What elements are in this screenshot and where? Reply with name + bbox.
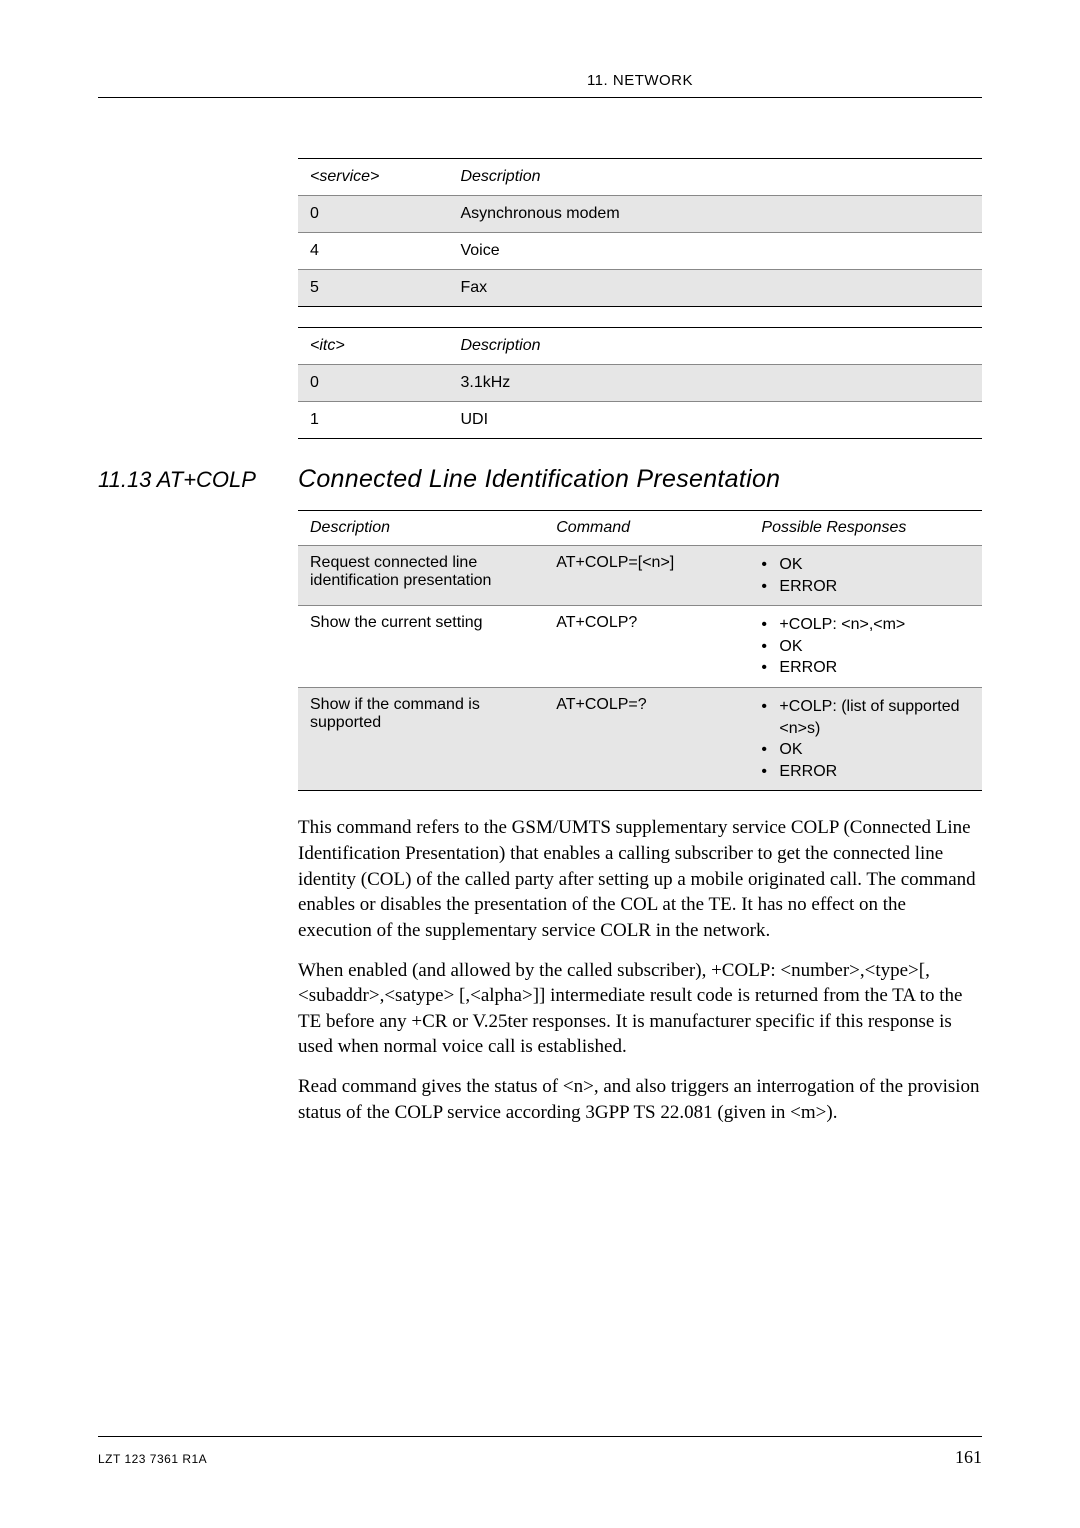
chapter-header: 11. NETWORK [98, 72, 982, 89]
cmd-resp-cell: +COLP: (list of supported <n>s) OK ERROR [749, 687, 982, 790]
itc-header-col1: <itc> [298, 328, 448, 365]
service-cell: Voice [448, 233, 982, 270]
section-number: 11.13 AT+COLP [98, 467, 298, 493]
service-header-col1: <service> [298, 159, 448, 196]
footer-row: LZT 123 7361 R1A 161 [98, 1447, 982, 1468]
response-item: OK [761, 636, 970, 658]
cmd-resp-cell: OK ERROR [749, 546, 982, 606]
doc-id: LZT 123 7361 R1A [98, 1452, 207, 1466]
table-row: 4 Voice [298, 233, 982, 270]
table-row: 1 UDI [298, 402, 982, 439]
response-list: +COLP: (list of supported <n>s) OK ERROR [761, 696, 970, 782]
response-item: +COLP: <n>,<m> [761, 614, 970, 636]
page-container: 11. NETWORK <service> Description 0 Asyn… [0, 0, 1080, 1199]
cmd-header-resp: Possible Responses [749, 511, 982, 546]
response-item: ERROR [761, 576, 970, 598]
table-header-row: <itc> Description [298, 328, 982, 365]
table-row: Show the current setting AT+COLP? +COLP:… [298, 606, 982, 688]
itc-cell: 1 [298, 402, 448, 439]
content-column: <service> Description 0 Asynchronous mod… [298, 158, 982, 439]
cmd-desc-cell: Request connected line identification pr… [298, 546, 544, 606]
footer-rule [98, 1436, 982, 1437]
response-item: ERROR [761, 761, 970, 783]
service-cell: 5 [298, 270, 448, 307]
service-cell: 0 [298, 196, 448, 233]
itc-cell: UDI [448, 402, 982, 439]
cmd-cmd-cell: AT+COLP=[<n>] [544, 546, 749, 606]
response-item: OK [761, 554, 970, 576]
table-row: Show if the command is supported AT+COLP… [298, 687, 982, 790]
service-cell: Fax [448, 270, 982, 307]
response-list: OK ERROR [761, 554, 970, 597]
cmd-header-cmd: Command [544, 511, 749, 546]
paragraph-3: Read command gives the status of <n>, an… [298, 1074, 982, 1125]
itc-table: <itc> Description 0 3.1kHz 1 UDI [298, 327, 982, 439]
section-heading: 11.13 AT+COLP Connected Line Identificat… [98, 465, 982, 494]
table-row: 0 3.1kHz [298, 365, 982, 402]
paragraph-1: This command refers to the GSM/UMTS supp… [298, 815, 982, 943]
header-rule [98, 97, 982, 98]
cmd-desc-cell: Show the current setting [298, 606, 544, 688]
itc-header-col2: Description [448, 328, 982, 365]
response-item: OK [761, 739, 970, 761]
itc-cell: 0 [298, 365, 448, 402]
table-header-row: <service> Description [298, 159, 982, 196]
response-list: +COLP: <n>,<m> OK ERROR [761, 614, 970, 679]
paragraph-2: When enabled (and allowed by the called … [298, 958, 982, 1061]
cmd-desc-cell: Show if the command is supported [298, 687, 544, 790]
cmd-resp-cell: +COLP: <n>,<m> OK ERROR [749, 606, 982, 688]
response-item: +COLP: (list of supported <n>s) [761, 696, 970, 739]
response-item: ERROR [761, 657, 970, 679]
section-title: Connected Line Identification Presentati… [298, 465, 780, 494]
cmd-cmd-cell: AT+COLP=? [544, 687, 749, 790]
service-cell: Asynchronous modem [448, 196, 982, 233]
service-cell: 4 [298, 233, 448, 270]
itc-cell: 3.1kHz [448, 365, 982, 402]
content-column: Description Command Possible Responses R… [298, 510, 982, 1125]
service-header-col2: Description [448, 159, 982, 196]
table-row: 0 Asynchronous modem [298, 196, 982, 233]
command-table: Description Command Possible Responses R… [298, 510, 982, 791]
service-table: <service> Description 0 Asynchronous mod… [298, 158, 982, 307]
table-header-row: Description Command Possible Responses [298, 511, 982, 546]
page-number: 161 [955, 1447, 982, 1468]
cmd-header-desc: Description [298, 511, 544, 546]
page-footer: LZT 123 7361 R1A 161 [98, 1436, 982, 1468]
cmd-cmd-cell: AT+COLP? [544, 606, 749, 688]
table-row: 5 Fax [298, 270, 982, 307]
table-row: Request connected line identification pr… [298, 546, 982, 606]
